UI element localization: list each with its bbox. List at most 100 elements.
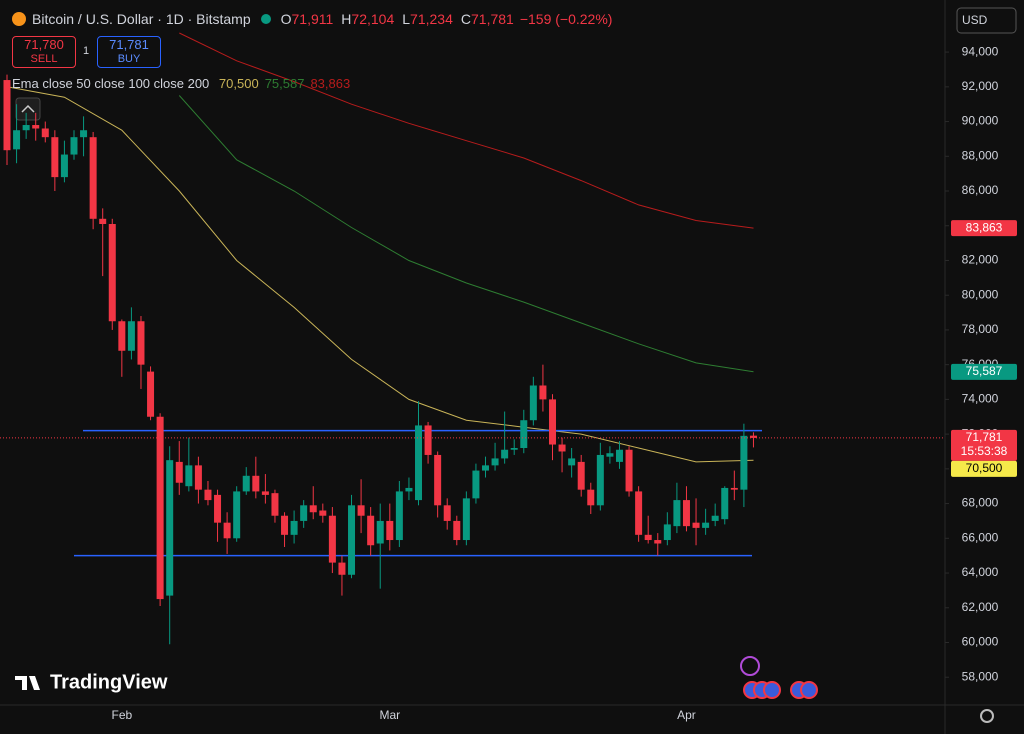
candle-body [281, 515, 289, 535]
candle-body [22, 125, 30, 131]
settings-icon[interactable] [980, 709, 994, 723]
candle-body [721, 487, 729, 520]
coin-icon [12, 12, 26, 26]
candle-body [108, 224, 116, 322]
candle-body [127, 321, 135, 351]
price-tag-countdown: 15:53:38 [961, 444, 1008, 458]
candle-body [443, 505, 451, 521]
candle-body [529, 385, 537, 421]
candle-body [51, 137, 59, 178]
candle-body [70, 137, 78, 155]
candle-body [252, 475, 260, 492]
x-tick-label: Mar [379, 708, 400, 722]
candle-body [338, 562, 346, 575]
price-tag-label: 83,863 [966, 220, 1003, 234]
candle-body [166, 460, 174, 596]
y-tick-label: 78,000 [962, 322, 999, 336]
candle-body [644, 534, 652, 541]
candle-body [625, 449, 633, 492]
candle-body [194, 465, 202, 490]
ohlc-value: 71,911 [291, 11, 334, 27]
y-tick-label: 90,000 [962, 114, 999, 128]
sell-price: 71,780 [24, 37, 64, 52]
buy-button[interactable]: 71,781 BUY [97, 36, 161, 68]
market-status [260, 14, 271, 24]
candle-body [654, 540, 662, 544]
candle-body [175, 461, 183, 483]
sell-label: SELL [30, 53, 58, 65]
candle-body [233, 491, 241, 539]
ohlc-value: 72,104 [351, 11, 395, 27]
candle-body [309, 505, 317, 513]
ema-line [179, 32, 754, 229]
candle-body [367, 515, 375, 546]
flag-icon [800, 681, 818, 699]
buy-price: 71,781 [109, 37, 149, 52]
candle-body [635, 491, 643, 535]
y-tick-label: 64,000 [962, 565, 999, 579]
event-icons [740, 656, 818, 699]
symbol: Bitcoin / U.S. Dollar · 1D · Bitstamp [32, 11, 251, 27]
candle-body [673, 500, 681, 527]
change: −159 (−0.22%) [519, 11, 613, 27]
price-tag-label: 71,781 [966, 430, 1003, 444]
candle-body [587, 489, 595, 506]
symbol-header: Bitcoin / U.S. Dollar · 1D · Bitstamp O7… [12, 11, 613, 27]
candle-body [395, 491, 403, 541]
indicator-value: 75,587 [264, 76, 305, 91]
y-tick-label: 66,000 [962, 530, 999, 544]
candle-body [99, 218, 107, 225]
candle-body [596, 454, 604, 506]
collapse-button[interactable] [15, 97, 41, 121]
candle-body [80, 130, 88, 138]
candle-body [271, 493, 279, 516]
candle-body [692, 522, 700, 528]
lightning-icon [740, 656, 760, 676]
candle-body [156, 416, 164, 600]
indicator-values: 70,500 75,587 83,863 [213, 76, 350, 91]
candle-body [185, 465, 193, 487]
candle-body [702, 522, 710, 528]
candle-body [568, 458, 576, 466]
buy-label: BUY [117, 53, 141, 65]
candle-body [32, 125, 40, 129]
candle-body [520, 420, 528, 449]
candle-body [548, 399, 556, 445]
candle-body [376, 520, 384, 544]
collapse-icon [21, 104, 35, 113]
candle-body [424, 425, 432, 455]
price-tag-label: 75,587 [966, 364, 1003, 378]
price-tag [951, 460, 1017, 477]
candle-body [290, 520, 298, 535]
y-tick-label: 92,000 [962, 79, 999, 93]
candle-body [405, 487, 413, 492]
ohlc-value: 71,781 [471, 11, 514, 27]
candle-body [214, 494, 222, 523]
y-tick-label: 74,000 [962, 392, 999, 406]
y-tick-label: 94,000 [962, 44, 999, 58]
y-tick-label: 86,000 [962, 183, 999, 197]
candle-body [223, 522, 231, 539]
candle-body [242, 475, 250, 492]
y-tick-label: 60,000 [962, 635, 999, 649]
candle-body [462, 498, 470, 541]
plot-area [0, 32, 945, 645]
ema-line [178, 95, 754, 373]
candle-body [348, 505, 356, 575]
candle-body [615, 449, 623, 462]
candle-body [682, 500, 690, 527]
candle-body [434, 454, 442, 506]
candle-body [3, 80, 11, 151]
candle-body [482, 465, 489, 471]
currency: USD [962, 13, 988, 27]
candle-body [41, 128, 49, 138]
currency-box[interactable] [956, 7, 1017, 34]
candle-body [501, 449, 509, 459]
candle-body [472, 470, 480, 499]
candle-body [510, 448, 518, 450]
candle-body [89, 137, 97, 219]
sell-button[interactable]: 71,780 SELL [12, 36, 76, 68]
candle-body [740, 435, 748, 490]
candle-body [357, 505, 365, 516]
